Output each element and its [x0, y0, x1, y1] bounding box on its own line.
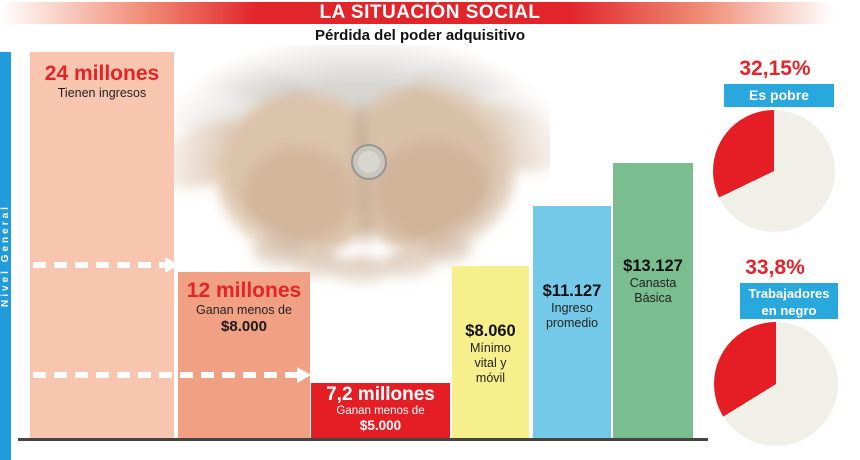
bar-desc-amount: $8.000 [221, 318, 267, 335]
hands-coin-photo [150, 25, 572, 293]
bar-desc-amount: $5.000 [359, 418, 402, 433]
page-title: LA SITUACIÓN SOCIAL [319, 2, 541, 23]
coin-icon [351, 144, 387, 180]
dashed-arrow-icon [33, 367, 313, 383]
y-axis-label: Nivel General [0, 204, 11, 308]
bar-minimo-vital: $8.060 Mínimo vital y móvil [452, 266, 529, 438]
dashed-arrow-icon [33, 257, 179, 273]
pie2-caption-line: Trabajadores [748, 286, 830, 301]
bar-7-2-millones: 7,2 millones Ganan menos de $5.000 [311, 383, 450, 438]
hands-illustration [150, 25, 572, 288]
pie2-caption-line: en negro [761, 303, 817, 318]
page-subtitle: Pérdida del poder adquisitivo [314, 27, 526, 44]
bar-value-label: $11.127 [542, 282, 602, 300]
pie1-percent: 32,15% [739, 57, 811, 80]
arrow-dashes [33, 262, 165, 268]
bar-desc: móvil [475, 371, 506, 385]
pie1-caption: Es pobre [724, 84, 834, 107]
bar-desc: Ganan menos de [336, 405, 425, 417]
arrow-dashes [33, 372, 297, 378]
pie2-chart [714, 322, 838, 446]
bar-ingreso-promedio: $11.127 Ingreso promedio [533, 206, 611, 438]
bar-12-millones: 12 millones Ganan menos de $8.000 [178, 272, 310, 438]
pie2-percent: 33,8% [745, 256, 805, 279]
bar-desc: vital y [474, 356, 507, 370]
bar-canasta-basica: $13.127 Canasta Básica [613, 163, 693, 438]
title-band: LA SITUACIÓN SOCIAL [0, 2, 860, 24]
bar-desc: Ingreso [551, 301, 593, 315]
bar-desc: Ganan menos de [196, 303, 292, 317]
bar-value-label: 7,2 millones [326, 384, 435, 405]
arrow-head-icon [165, 257, 179, 273]
arrow-head-icon [297, 367, 311, 383]
bar-desc: Básica [634, 291, 672, 305]
bar-desc: Tienen ingresos [57, 86, 147, 100]
pie2-caption: Trabajadores en negro [740, 283, 838, 319]
pie1-chart [713, 110, 835, 232]
bar-desc: Canasta [629, 276, 677, 290]
bar-value-label: 12 millones [186, 279, 302, 302]
bar-desc: Mínimo [470, 341, 511, 355]
pie1-caption-line: Es pobre [749, 87, 809, 103]
bar-value-label: 24 millones [44, 62, 160, 85]
y-axis-strip: Nivel General [0, 52, 11, 460]
x-axis-baseline [18, 438, 708, 441]
bar-value-label: $8.060 [465, 322, 516, 340]
bar-desc: promedio [545, 316, 599, 330]
bar-value-label: $13.127 [623, 257, 683, 275]
